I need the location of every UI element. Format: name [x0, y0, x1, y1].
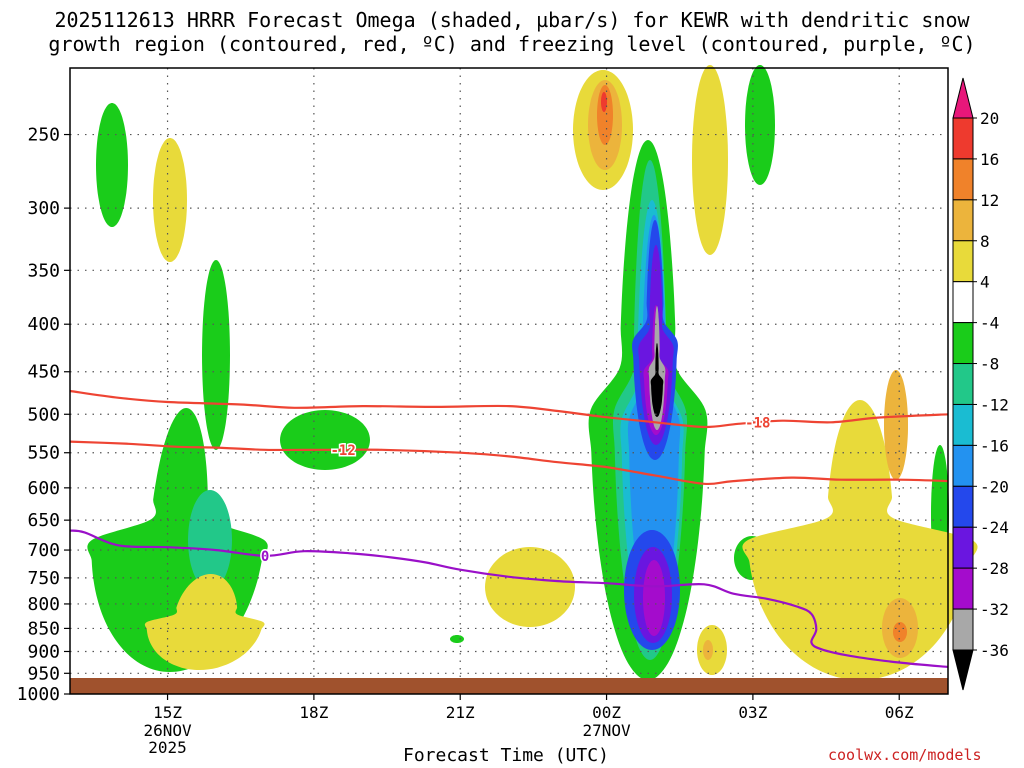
colorbar-label-6: -8 [980, 355, 999, 374]
omega-region-green-column [202, 260, 230, 450]
x-year-label-2025: 2025 [148, 738, 187, 757]
y-tick-label-1000: 1000 [17, 684, 60, 705]
x-date-label-27NOV: 27NOV [582, 721, 631, 740]
omega-region-yellow-upper-01z [692, 65, 728, 255]
colorbar-label-12: -32 [980, 600, 1009, 619]
credit-link[interactable]: coolwx.com/models [828, 746, 982, 764]
omega-region-green-tiny [450, 635, 464, 643]
colorbar-swatch-5 [952, 281, 974, 324]
colorbar-label-3: 8 [980, 232, 990, 251]
y-tick-label-850: 850 [27, 618, 60, 639]
colorbar-swatch-3 [952, 199, 974, 242]
colorbar-label-11: -28 [980, 559, 1009, 578]
omega-region-yellow-late [742, 400, 978, 680]
x-tick-label-15Z: 15Z [153, 703, 182, 722]
omega-region-gold-02z [703, 640, 713, 660]
colorbar-label-13: -36 [980, 641, 1009, 660]
omega-region-orange-late [893, 622, 907, 642]
colorbar-swatch-2 [952, 158, 974, 201]
y-tick-label-700: 700 [27, 540, 60, 561]
freezing-level-contour-label: 0 [261, 549, 269, 565]
chart-title-line1: 2025112613 HRRR Forecast Omega (shaded, … [54, 8, 970, 32]
chart-title-line2: growth region (contoured, red, ºC) and f… [48, 32, 976, 56]
y-tick-label-750: 750 [27, 568, 60, 589]
colorbar-bottom-arrow [952, 649, 974, 691]
colorbar: 20 16 12 8 4 -4 -8 -12 -16 -20 -24 -28 -32 -36 [952, 77, 1009, 691]
plot-border [69, 67, 949, 695]
colorbar-swatch-9 [952, 444, 974, 487]
y-tick-label-350: 350 [27, 260, 60, 281]
dgz-contour--18 [69, 389, 949, 429]
colorbar-label-2: 12 [980, 191, 999, 210]
colorbar-swatch-4 [952, 240, 974, 283]
colorbar-swatch-10 [952, 485, 974, 528]
ground-surface [70, 678, 948, 694]
contour-layer: -18 -12 0 [69, 389, 949, 668]
omega-region-gold-late-upper [884, 370, 908, 480]
x-tick-label-18Z: 18Z [299, 703, 328, 722]
colorbar-swatch-1 [952, 117, 974, 160]
colorbar-label-5: -4 [980, 314, 999, 333]
y-tick-label-450: 450 [27, 362, 60, 383]
colorbar-label-8: -16 [980, 436, 1009, 455]
y-tick-label-800: 800 [27, 594, 60, 615]
colorbar-label-10: -24 [980, 518, 1009, 537]
omega-region-yellow-upper [153, 138, 187, 262]
colorbar-label-0: 20 [980, 109, 999, 128]
colorbar-top-arrow [952, 77, 974, 119]
plot-frame [69, 67, 949, 695]
y-tick-label-300: 300 [27, 198, 60, 219]
omega-region-green-top-right [745, 65, 775, 185]
omega-region-yellow-22z [485, 547, 575, 627]
omega-region-black-core [650, 343, 664, 417]
y-tick-label-900: 900 [27, 641, 60, 662]
dgz-contour--18-label: -18 [745, 415, 770, 431]
omega-region-purple-lower [643, 560, 665, 636]
colorbar-swatch-11 [952, 526, 974, 569]
y-tick-label-550: 550 [27, 443, 60, 464]
omega-region-green-18z [280, 410, 370, 470]
colorbar-label-7: -12 [980, 395, 1009, 414]
ground-layer [70, 678, 948, 694]
x-tick-label-21Z: 21Z [446, 703, 475, 722]
omega-region-red-top-00z [601, 92, 607, 112]
dgz-contour--12-label: -12 [331, 443, 356, 459]
colorbar-label-4: 4 [980, 273, 990, 292]
x-date-label-26NOV: 26NOV [143, 721, 192, 740]
y-tick-label-250: 250 [27, 125, 60, 146]
colorbar-label-1: 16 [980, 150, 999, 169]
omega-shading-layer [87, 65, 978, 680]
y-tick-label-650: 650 [27, 510, 60, 531]
omega-region-orange-dot [161, 644, 179, 656]
colorbar-swatch-8 [952, 403, 974, 446]
x-tick-label-00Z: 00Z [592, 703, 621, 722]
y-tick-label-950: 950 [27, 663, 60, 684]
x-axis-label: Forecast Time (UTC) [403, 745, 609, 766]
colorbar-swatch-7 [952, 363, 974, 405]
freezing-level-contour [69, 529, 949, 668]
y-tick-label-500: 500 [27, 404, 60, 425]
y-tick-label-600: 600 [27, 478, 60, 499]
y-axis: 2503003504004505005506006507007508008509… [17, 125, 70, 705]
colorbar-swatch-12 [952, 567, 974, 610]
omega-region-green-250 [96, 103, 128, 227]
colorbar-label-9: -20 [980, 477, 1009, 496]
x-tick-label-06Z: 06Z [885, 703, 914, 722]
colorbar-swatch-13 [952, 608, 974, 651]
omega-region-orange-top-00z [597, 85, 613, 145]
colorbar-swatch-6 [952, 322, 974, 365]
x-tick-label-03Z: 03Z [738, 703, 767, 722]
omega-region-teal-early [188, 490, 232, 590]
y-tick-label-400: 400 [27, 314, 60, 335]
dgz-contour--12 [69, 440, 949, 486]
